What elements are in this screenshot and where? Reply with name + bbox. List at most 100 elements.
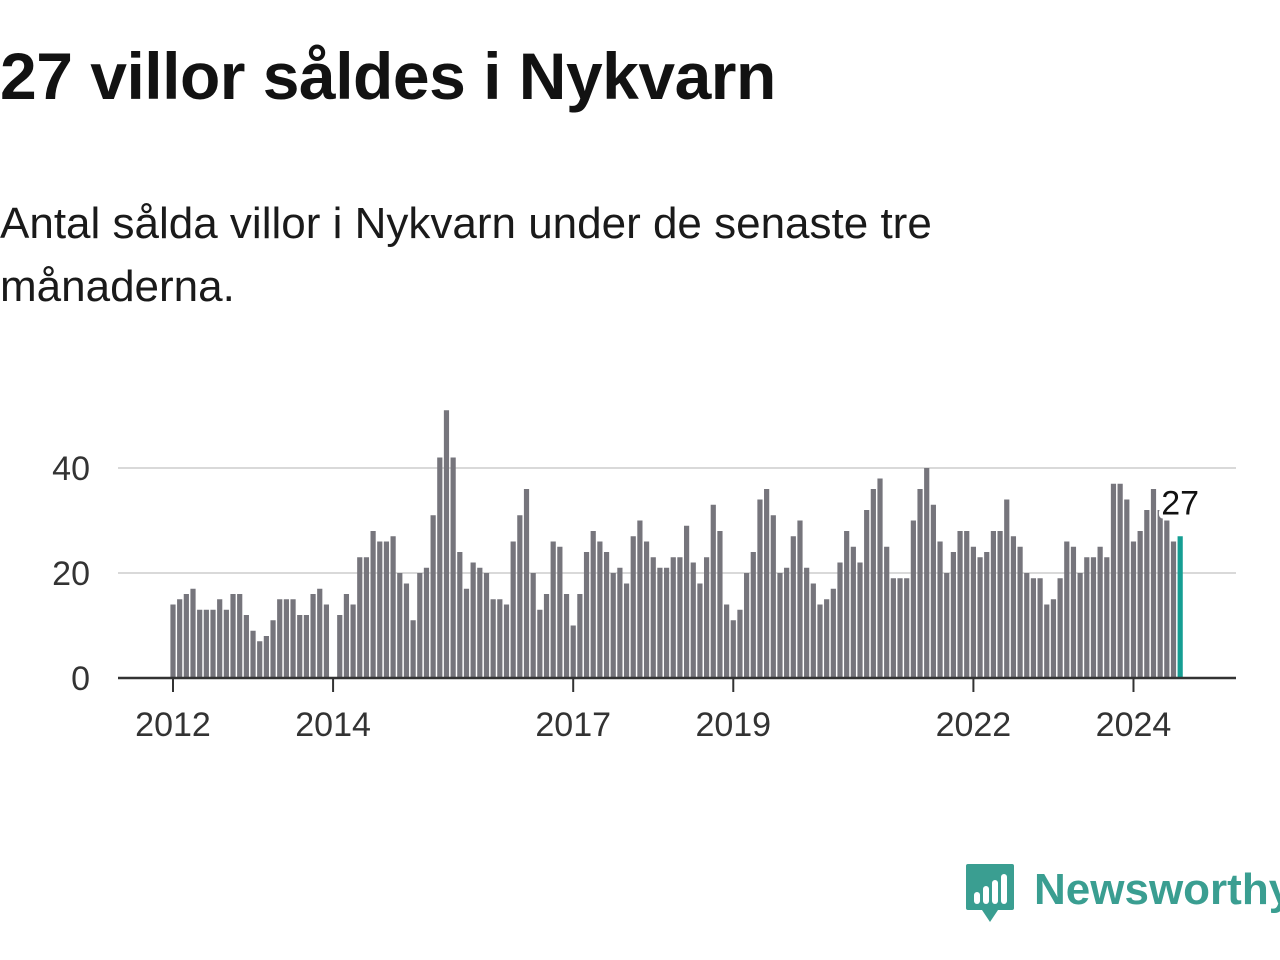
bar	[990, 531, 997, 678]
bar	[643, 541, 650, 678]
y-tick-label: 0	[71, 660, 90, 698]
bar	[497, 599, 503, 678]
bar	[1084, 557, 1090, 678]
bar	[977, 557, 983, 678]
bar	[563, 594, 570, 678]
bar-latest	[1177, 536, 1183, 678]
bar	[724, 604, 730, 678]
chart-bars	[170, 410, 1183, 678]
bar	[1104, 557, 1110, 678]
bar	[177, 599, 183, 678]
bar	[443, 410, 450, 678]
bar	[737, 609, 743, 678]
bar	[230, 594, 236, 678]
bar	[517, 515, 523, 678]
y-tick-label: 40	[52, 450, 90, 488]
bar	[530, 573, 536, 678]
bar	[383, 541, 390, 678]
bar	[283, 599, 289, 678]
bar-chart: 0 20 40 2012 2014 2017 2019 2022 2024 27	[52, 410, 1236, 744]
bar	[503, 604, 510, 678]
bar	[323, 604, 330, 678]
bar	[1037, 578, 1043, 678]
bar	[1150, 489, 1157, 678]
bar	[677, 557, 683, 678]
bar	[877, 478, 883, 678]
bar	[824, 599, 830, 678]
bar	[784, 567, 790, 678]
bar	[370, 531, 376, 678]
bar	[197, 609, 203, 678]
brand: Newsworthy	[964, 862, 1280, 926]
bar	[637, 520, 643, 678]
bar	[717, 531, 723, 678]
bar	[837, 562, 843, 678]
x-tick-label: 2022	[936, 706, 1012, 744]
bar	[864, 510, 870, 678]
bar	[857, 562, 863, 678]
bar	[403, 583, 410, 678]
bar	[617, 567, 623, 678]
bar	[1124, 499, 1130, 678]
bar	[944, 573, 950, 678]
bar	[203, 609, 209, 678]
bar	[810, 583, 816, 678]
bar	[437, 457, 443, 678]
bar	[850, 546, 856, 678]
x-tick-label: 2017	[535, 706, 611, 744]
bar	[390, 536, 396, 678]
bar	[270, 620, 276, 678]
bar	[623, 583, 630, 678]
bar	[303, 615, 309, 678]
bar	[223, 609, 229, 678]
bar	[470, 562, 476, 678]
newsworthy-logo-icon	[966, 864, 1014, 922]
bar	[917, 489, 923, 678]
bar	[970, 546, 976, 678]
bar	[690, 562, 696, 678]
bar	[1024, 573, 1030, 678]
bar	[583, 552, 590, 678]
bar	[357, 557, 363, 678]
bar	[1017, 546, 1023, 678]
bar	[263, 636, 269, 678]
bar	[417, 573, 423, 678]
y-tick-label: 20	[52, 555, 90, 593]
bar	[550, 541, 556, 678]
bar	[190, 588, 196, 678]
bar	[630, 536, 636, 678]
bar	[1064, 541, 1070, 678]
bar	[704, 557, 710, 678]
x-axis	[118, 676, 1236, 692]
bar	[984, 552, 990, 678]
bar	[997, 531, 1003, 678]
bar	[697, 583, 703, 678]
bar	[1077, 573, 1083, 678]
bar	[577, 594, 583, 678]
x-tick-label: 2024	[1096, 706, 1172, 744]
bar	[250, 630, 256, 678]
bar	[1004, 499, 1010, 678]
bar	[363, 557, 370, 678]
bar	[210, 609, 216, 678]
bar	[597, 541, 603, 678]
latest-value-label: 27	[1161, 484, 1199, 522]
bar	[924, 468, 930, 678]
bar	[423, 567, 430, 678]
bar	[744, 573, 750, 678]
bar	[884, 546, 890, 678]
bar	[1144, 510, 1150, 678]
bar	[510, 541, 516, 678]
bar	[217, 599, 223, 678]
bar	[1057, 578, 1063, 678]
bar	[1117, 483, 1123, 678]
bar	[670, 557, 676, 678]
bar	[1110, 483, 1117, 678]
bar	[450, 457, 456, 678]
bar	[950, 552, 956, 678]
bar	[770, 515, 776, 678]
bar	[483, 573, 490, 678]
bar	[297, 615, 303, 678]
bar	[730, 620, 736, 678]
bar	[603, 552, 610, 678]
